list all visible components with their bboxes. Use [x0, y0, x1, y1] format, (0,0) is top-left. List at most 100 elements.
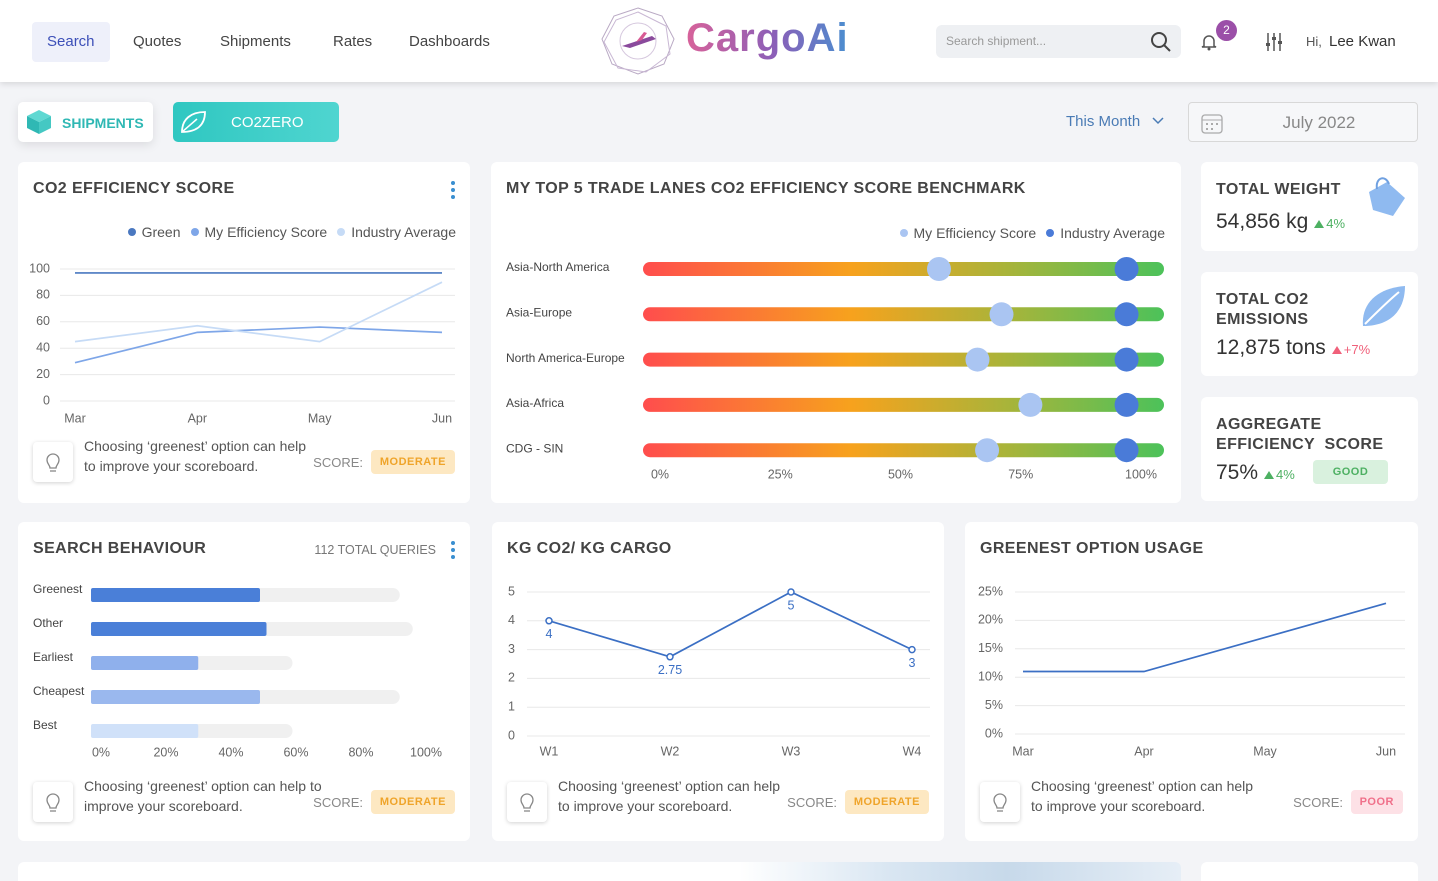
value: 12,875 tons [1216, 336, 1326, 359]
legend-label: Industry Average [1060, 225, 1165, 241]
change: +7% [1331, 342, 1371, 357]
bell-icon[interactable] [1200, 33, 1218, 51]
logo-icon [601, 7, 675, 75]
filter-icon[interactable] [1265, 32, 1283, 52]
track [643, 443, 1164, 458]
card-title: KG CO2/ KG CARGO [507, 540, 672, 557]
stat-card: TOTAL CO2 EMISSIONS 12,875 tons +7% [1201, 272, 1418, 376]
value: 54,856 kg [1216, 210, 1309, 233]
card-title: MY TOP 5 TRADE LANES CO2 EFFICIENCY SCOR… [506, 180, 1026, 197]
x-tick-label: 0% [92, 745, 110, 759]
notification-badge[interactable]: 2 [1216, 20, 1237, 41]
menu-icon[interactable] [448, 540, 458, 560]
greeting: Hi, [1306, 34, 1322, 49]
x-tick-label: 100% [410, 745, 442, 759]
y-tick-label: 100 [29, 261, 50, 275]
banner-card [18, 862, 1181, 881]
dot [975, 438, 1000, 463]
change-value: 4% [1276, 467, 1295, 482]
y-tick-label: 10% [978, 669, 1003, 683]
change-value: +7% [1343, 342, 1371, 357]
legend-swatch [337, 228, 346, 236]
dot [1018, 392, 1043, 417]
line [74, 326, 443, 364]
x-tick-label: Jun [432, 411, 452, 425]
date-picker[interactable]: July 2022 [1188, 102, 1418, 142]
y-tick-label: 4 [508, 613, 515, 627]
x-tick-label: W4 [903, 744, 922, 758]
category-label: Asia-Africa [506, 396, 564, 410]
category-label: Best [33, 718, 58, 732]
bulb-icon [520, 793, 534, 812]
legend-item: Industry Average [1046, 225, 1165, 241]
menu-icon[interactable] [448, 180, 458, 200]
score-badge: MODERATE [844, 790, 929, 814]
bar [91, 588, 260, 602]
change: 4% [1314, 216, 1345, 231]
chevron[interactable] [1151, 116, 1165, 126]
category-label: Greenest [33, 582, 83, 596]
tab-co2zero[interactable]: CO2ZERO [173, 102, 339, 142]
bar [91, 724, 199, 738]
stat-title: TOTAL CO2 EMISSIONS [1216, 291, 1309, 328]
tip-icon [33, 442, 73, 482]
change: 4% [1264, 467, 1295, 482]
stat-value: 54,856 kg 4% [1216, 210, 1345, 234]
dot [989, 302, 1014, 327]
data-label: 3 [909, 656, 916, 670]
category-label: Earliest [33, 650, 74, 664]
tip-text: Choosing ‘greenest’ option can help to i… [84, 778, 322, 814]
stat-title: TOTAL WEIGHT [1216, 181, 1341, 198]
top-nav: Search Quotes Shipments Rates Dashboards… [0, 0, 1438, 82]
y-tick-label: 80 [36, 288, 50, 302]
nav-link[interactable]: Rates [333, 33, 373, 50]
category-label: North America-Europe [506, 351, 625, 365]
cube-icon [27, 110, 51, 134]
y-tick-label: 5 [508, 584, 515, 598]
tab-shipments[interactable]: SHIPMENTS [18, 102, 153, 142]
bag-icon [1369, 177, 1405, 216]
date-label: July 2022 [1282, 113, 1356, 132]
stat-value: 75% 4% [1216, 461, 1295, 485]
y-tick-label: 40 [36, 340, 50, 354]
user-name[interactable]: Lee Kwan [1329, 33, 1396, 50]
score-label: SCORE: [787, 795, 837, 810]
legend-swatch [899, 229, 908, 237]
tab-label: SHIPMENTS [62, 115, 144, 131]
card: GREENEST OPTION USAGE 0% 5% 10% 15% 20% 25% Ma… [965, 522, 1418, 841]
nav-link[interactable]: Search [32, 22, 110, 62]
card [1201, 862, 1418, 881]
data-label: 5 [788, 598, 795, 612]
search-input[interactable]: Search shipment... [936, 25, 1181, 58]
leaf-icon [1362, 286, 1405, 326]
stat-card: TOTAL WEIGHT 54,856 kg 4% [1201, 162, 1418, 251]
x-tick-label: 25% [768, 467, 793, 481]
legend-swatch [190, 228, 199, 236]
search-icon[interactable] [1150, 31, 1172, 53]
period-select[interactable]: This Month [1066, 113, 1141, 130]
track [643, 397, 1164, 412]
y-tick-label: 20 [36, 367, 50, 381]
chart: 0 1 2 3 4 5 W1 W2 W3 W4 4 2.75 5 3 [508, 584, 930, 758]
nav-link[interactable]: Dashboards [409, 33, 490, 50]
legend-item: My Efficiency Score [899, 225, 1036, 241]
tip-text: Choosing ‘greenest’ option can help to i… [1031, 778, 1254, 814]
stat-value: 12,875 tons +7% [1216, 336, 1370, 360]
dot [1114, 392, 1139, 417]
x-tick-label: 100% [1125, 467, 1157, 481]
subtitle: 112 TOTAL QUERIES [314, 543, 436, 557]
y-tick-label: 5% [985, 698, 1003, 712]
category-label: Cheapest [33, 684, 85, 698]
nav-link[interactable]: Quotes [133, 33, 182, 50]
legend-label: Industry Average [351, 224, 456, 240]
card: MY TOP 5 TRADE LANES CO2 EFFICIENCY SCOR… [491, 162, 1181, 503]
track [643, 262, 1164, 276]
y-tick-label: 25% [978, 584, 1003, 598]
nav-link[interactable]: Shipments [220, 33, 291, 50]
dot [926, 257, 951, 281]
tip-text: Choosing ‘greenest’ option can help to i… [84, 438, 307, 474]
score-label: SCORE: [313, 795, 363, 810]
y-tick-label: 1 [508, 699, 515, 713]
data-label: 4 [546, 627, 553, 641]
score-label: SCORE: [313, 455, 363, 470]
